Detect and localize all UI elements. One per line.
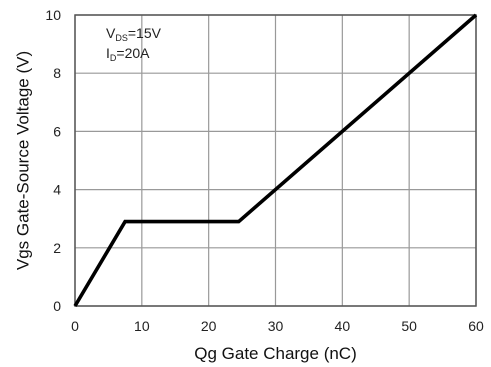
y-tick-label: 2 [53,240,61,256]
x-tick-label: 10 [134,318,150,334]
series-line [73,13,478,307]
y-tick-labels: 0 2 4 6 8 10 [45,7,61,314]
y-tick-label: 8 [53,65,61,81]
series-group [73,13,478,307]
y-tick-label: 10 [45,7,61,23]
plot-frame [74,14,477,307]
annotation-text: VDS=15V [106,25,162,43]
x-tick-labels: 0 10 20 30 40 50 60 [71,318,484,334]
y-tick-label: 4 [53,182,61,198]
x-tick-label: 40 [335,318,351,334]
x-axis-label: Qg Gate Charge (nC) [194,344,357,363]
x-tick-label: 60 [468,318,484,334]
x-tick-label: 20 [201,318,217,334]
x-tick-label: 50 [401,318,417,334]
annotation-text: ID=20A [106,45,150,63]
y-axis-label: Vgs Gate-Source Voltage (V) [13,51,32,270]
x-tick-label: 0 [71,318,79,334]
y-tick-label: 0 [53,298,61,314]
annotation-box: VDS=15V ID=20A [106,25,162,63]
y-tick-label: 6 [53,123,61,139]
x-tick-label: 30 [268,318,284,334]
